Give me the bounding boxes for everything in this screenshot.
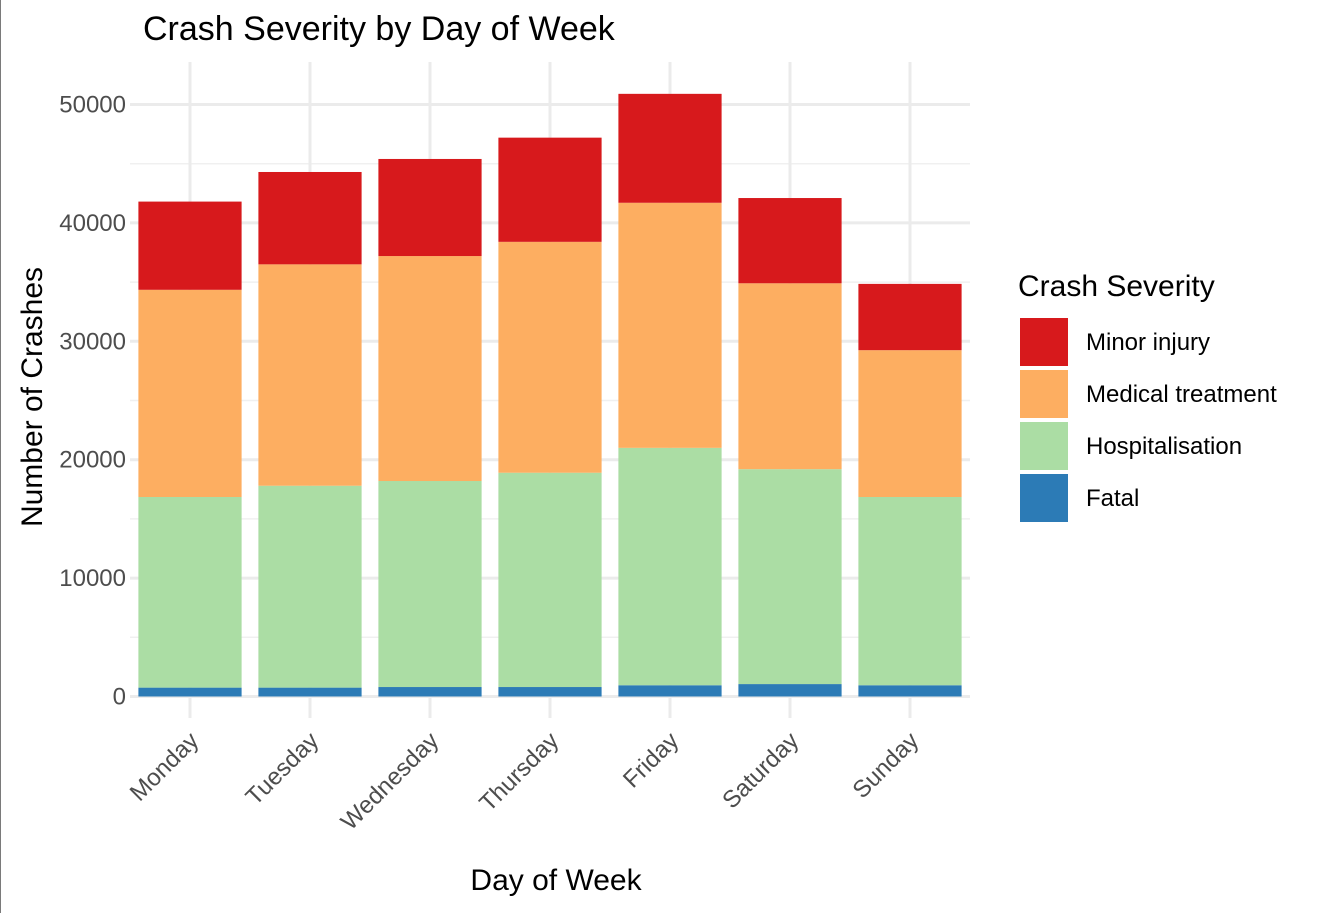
bar-stack-thursday [498, 137, 602, 697]
bar-stack-saturday [738, 198, 842, 697]
bar-minor-injury-wednesday [378, 158, 482, 257]
legend-swatch-hospitalisation [1020, 422, 1068, 470]
bar-hospitalisation-saturday [738, 469, 842, 685]
y-tick-label: 50000 [59, 92, 126, 119]
bar-stack-tuesday [258, 171, 362, 697]
y-axis: 0 10000 20000 30000 40000 50000 [59, 92, 126, 711]
bar-fatal-wednesday [378, 687, 482, 697]
bar-minor-injury-thursday [498, 137, 602, 242]
bar-fatal-saturday [738, 684, 842, 697]
legend-label-hospitalisation: Hospitalisation [1086, 433, 1242, 460]
x-tick-label: Thursday [474, 727, 564, 817]
y-tick-label: 40000 [59, 210, 126, 237]
legend-title: Crash Severity [1018, 270, 1215, 303]
bar-stack-sunday [858, 283, 962, 697]
x-axis-title: Day of Week [470, 864, 642, 897]
bar-minor-injury-monday [138, 201, 242, 290]
bar-hospitalisation-thursday [498, 472, 602, 688]
bar-medical-treatment-monday [138, 289, 242, 497]
legend: Crash Severity Minor injury Medical treat… [1018, 270, 1277, 522]
y-tick-label: 10000 [59, 565, 126, 592]
legend-swatch-minor-injury [1020, 318, 1068, 366]
legend-label-fatal: Fatal [1086, 485, 1139, 512]
bar-hospitalisation-tuesday [258, 485, 362, 688]
bar-fatal-monday [138, 687, 242, 697]
y-tick-label: 30000 [59, 328, 126, 355]
bar-fatal-thursday [498, 687, 602, 697]
x-tick-label: Wednesday [336, 727, 444, 835]
y-tick-label: 20000 [59, 447, 126, 474]
bar-fatal-tuesday [258, 687, 362, 697]
bar-hospitalisation-friday [618, 447, 722, 686]
bar-minor-injury-tuesday [258, 171, 362, 265]
bar-medical-treatment-wednesday [378, 256, 482, 482]
bar-medical-treatment-tuesday [258, 264, 362, 486]
legend-swatch-fatal [1020, 474, 1068, 522]
y-tick-label: 0 [113, 684, 126, 711]
bar-fatal-sunday [858, 685, 962, 697]
x-axis: Monday Tuesday Wednesday Thursday Friday Satu… [125, 727, 924, 835]
bar-hospitalisation-sunday [858, 496, 962, 686]
x-tick-label: Friday [618, 727, 684, 793]
bar-hospitalisation-wednesday [378, 481, 482, 688]
bar-hospitalisation-monday [138, 496, 242, 688]
x-tick-label: Saturday [717, 727, 804, 814]
legend-swatch-medical-treatment [1020, 370, 1068, 418]
bar-minor-injury-sunday [858, 283, 962, 351]
bar-minor-injury-friday [618, 93, 722, 203]
bar-medical-treatment-saturday [738, 283, 842, 470]
chart-title: Crash Severity by Day of Week [143, 10, 616, 48]
bar-medical-treatment-thursday [498, 241, 602, 473]
legend-label-minor-injury: Minor injury [1086, 329, 1210, 356]
frame-left-border [0, 0, 1, 913]
bar-fatal-friday [618, 685, 722, 697]
bar-stack-monday [138, 201, 242, 697]
bar-stack-friday [618, 93, 722, 697]
x-tick-label: Tuesday [241, 727, 325, 811]
y-axis-title: Number of Crashes [16, 267, 49, 527]
bar-stack-wednesday [378, 158, 482, 697]
x-tick-label: Sunday [848, 727, 925, 804]
bar-medical-treatment-friday [618, 202, 722, 448]
legend-label-medical-treatment: Medical treatment [1086, 381, 1277, 408]
bars [138, 93, 962, 697]
x-tick-label: Monday [125, 727, 204, 806]
bar-minor-injury-saturday [738, 198, 842, 284]
bar-medical-treatment-sunday [858, 350, 962, 497]
